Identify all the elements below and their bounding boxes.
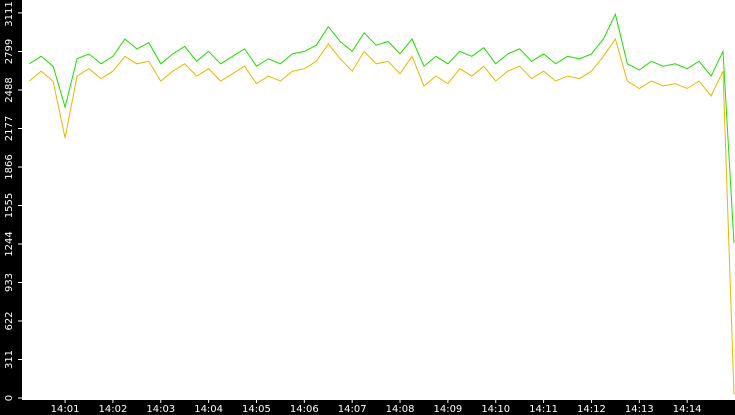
x-tick-label: 14:12 xyxy=(577,404,606,415)
x-tick-label: 14:13 xyxy=(625,404,654,415)
x-tick-label: 14:03 xyxy=(146,404,175,415)
x-tick-label: 14:01 xyxy=(51,404,80,415)
x-tick-label: 14:04 xyxy=(194,404,223,415)
y-tick-label: 0 xyxy=(4,395,15,401)
y-tick-label: 1555 xyxy=(4,193,15,218)
x-tick-label: 14:11 xyxy=(529,404,558,415)
x-axis-strip xyxy=(0,400,735,415)
x-tick-label: 14:09 xyxy=(433,404,462,415)
y-tick-label: 622 xyxy=(4,311,15,330)
y-tick-label: 2488 xyxy=(4,77,15,102)
y-tick-label: 2177 xyxy=(4,116,15,141)
x-tick-label: 14:06 xyxy=(290,404,319,415)
x-tick-label: 14:07 xyxy=(338,404,367,415)
x-tick-label: 14:05 xyxy=(242,404,271,415)
plot-area xyxy=(22,0,735,400)
y-tick-label: 933 xyxy=(4,273,15,292)
x-tick-label: 14:14 xyxy=(673,404,702,415)
y-tick-label: 311 xyxy=(4,350,15,369)
series-line xyxy=(28,12,735,244)
x-tick-label: 14:08 xyxy=(386,404,415,415)
x-tick-label: 14:10 xyxy=(481,404,510,415)
y-axis-strip xyxy=(0,0,22,415)
y-tick-label: 1866 xyxy=(4,154,15,179)
y-tick-label: 3111 xyxy=(4,1,15,26)
series-line xyxy=(28,37,735,395)
y-tick-label: 1244 xyxy=(4,231,15,256)
y-tick-label: 2799 xyxy=(4,39,15,64)
x-tick-label: 14:02 xyxy=(99,404,128,415)
